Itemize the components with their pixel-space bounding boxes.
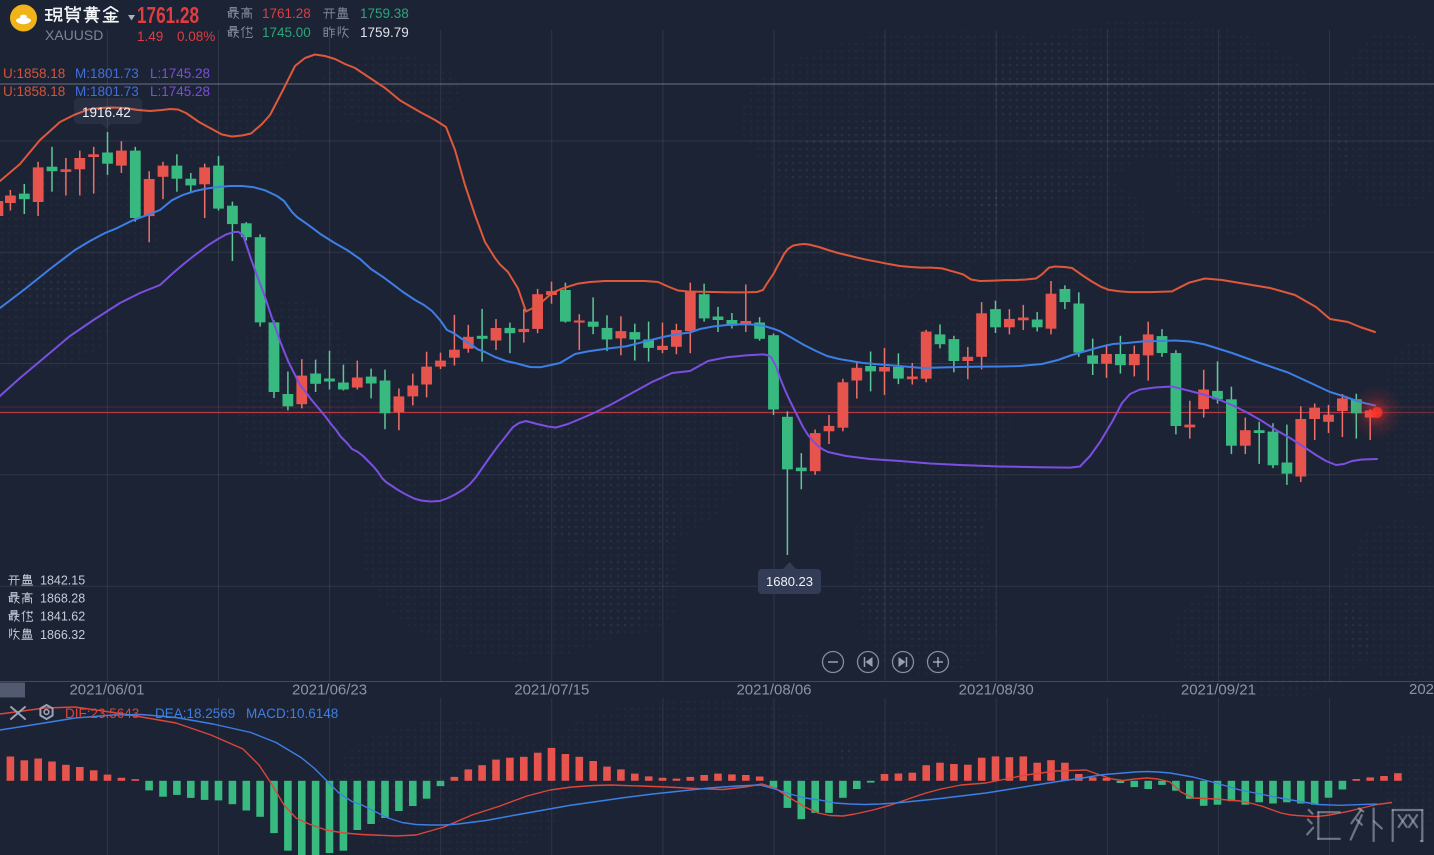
svg-text:L:1745.28: L:1745.28: [150, 84, 210, 99]
svg-text:2021/08/06: 2021/08/06: [736, 682, 811, 699]
svg-text:2021/1: 2021/1: [1409, 681, 1434, 698]
svg-text:XAUUSD: XAUUSD: [45, 27, 103, 43]
svg-text:1761.28: 1761.28: [262, 6, 311, 21]
svg-text:U:1858.18: U:1858.18: [3, 66, 65, 81]
svg-text:U:1858.18: U:1858.18: [3, 84, 65, 99]
svg-text:MACD:10.6148: MACD:10.6148: [246, 706, 338, 721]
svg-text:1759.79: 1759.79: [360, 25, 409, 40]
svg-text:DIF:23.5643: DIF:23.5643: [65, 706, 139, 721]
svg-text:M:1801.73: M:1801.73: [75, 84, 139, 99]
svg-text:1841.62: 1841.62: [40, 610, 85, 624]
svg-text:1.49: 1.49: [137, 29, 163, 44]
svg-text:1759.38: 1759.38: [360, 6, 409, 21]
svg-text:L:1745.28: L:1745.28: [150, 66, 210, 81]
svg-text:1842.15: 1842.15: [40, 574, 85, 588]
svg-text:M:1801.73: M:1801.73: [75, 66, 139, 81]
svg-text:2021/07/15: 2021/07/15: [514, 682, 589, 699]
svg-text:2021/09/21: 2021/09/21: [1181, 682, 1256, 699]
svg-text:1868.28: 1868.28: [40, 592, 85, 606]
svg-text:1745.00: 1745.00: [262, 25, 311, 40]
svg-text:1680.23: 1680.23: [766, 574, 813, 589]
svg-text:1761.28: 1761.28: [137, 2, 199, 28]
svg-text:2021/06/23: 2021/06/23: [292, 682, 367, 699]
svg-text:2021/06/01: 2021/06/01: [69, 682, 144, 699]
svg-text:0.08%: 0.08%: [177, 29, 215, 44]
svg-text:1866.32: 1866.32: [40, 628, 85, 642]
svg-text:1916.42: 1916.42: [82, 105, 131, 120]
svg-text:DEA:18.2569: DEA:18.2569: [155, 706, 235, 721]
svg-text:2021/08/30: 2021/08/30: [959, 682, 1034, 699]
